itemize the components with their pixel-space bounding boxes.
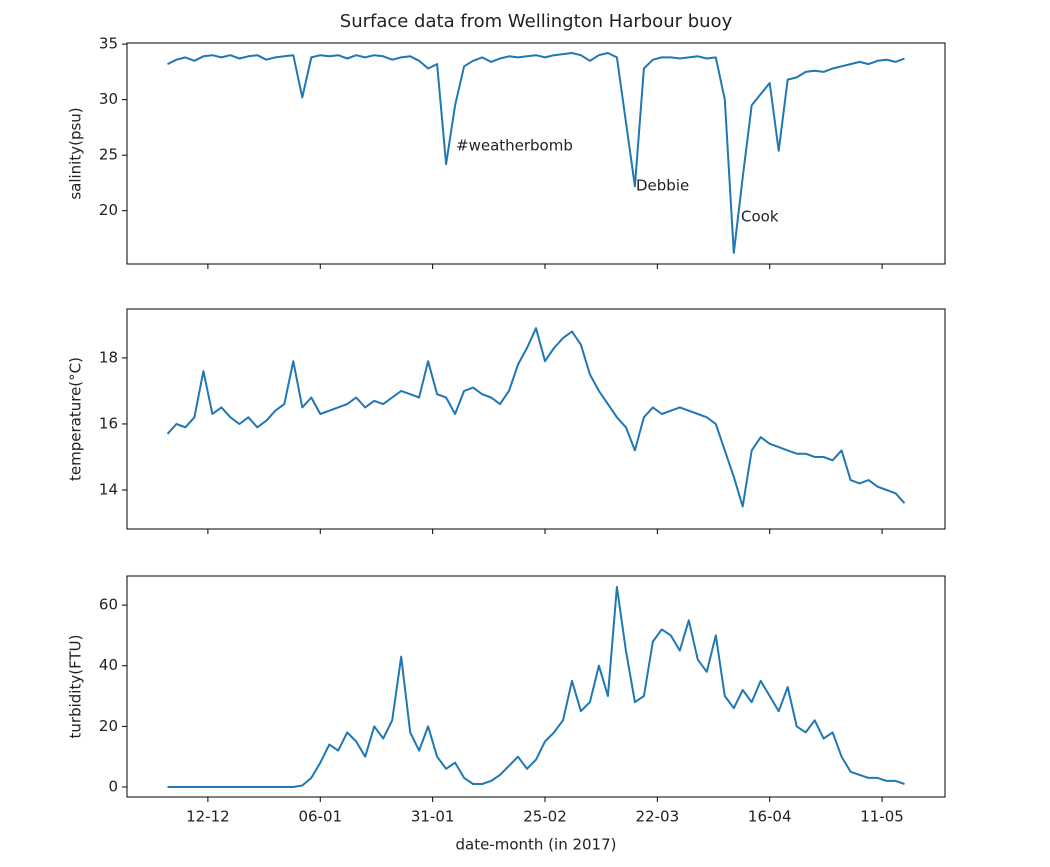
x-tick-label: 22-03 — [636, 808, 680, 826]
x-tick-label: 11-05 — [860, 808, 904, 826]
annotation: #weatherbomb — [456, 137, 573, 155]
y-axis-label: salinity(psu) — [67, 107, 85, 199]
data-line — [167, 52, 905, 254]
data-line — [166, 327, 906, 508]
annotation: Debbie — [636, 177, 689, 195]
y-tick-label: 20 — [99, 201, 118, 219]
axes-frame — [126, 42, 946, 265]
x-tick-label: 12-12 — [186, 808, 230, 826]
y-axis-label: temperature(°C) — [67, 357, 85, 481]
y-tick-label: 16 — [99, 414, 118, 432]
y-tick-label: 14 — [99, 481, 118, 499]
axes-frame — [126, 575, 946, 798]
x-tick-label: 31-01 — [411, 808, 455, 826]
axes-frame — [126, 308, 946, 530]
y-tick-label: 0 — [108, 777, 118, 795]
x-tick-label: 16-04 — [748, 808, 792, 826]
x-axis-label: date-month (in 2017) — [455, 836, 616, 854]
y-tick-label: 40 — [99, 656, 118, 674]
y-tick-label: 30 — [99, 90, 118, 108]
y-tick-label: 60 — [99, 596, 118, 614]
y-tick-label: 18 — [99, 348, 118, 366]
x-tick-label: 06-01 — [298, 808, 342, 826]
annotation: Cook — [741, 208, 779, 226]
y-tick-label: 20 — [99, 717, 118, 735]
data-line — [167, 585, 905, 788]
y-axis-label: turbidity(FTU) — [67, 635, 85, 739]
chart-title: Surface data from Wellington Harbour buo… — [340, 11, 733, 32]
y-tick-label: 35 — [99, 35, 118, 53]
y-tick-label: 25 — [99, 146, 118, 164]
x-tick-label: 25-02 — [523, 808, 567, 826]
